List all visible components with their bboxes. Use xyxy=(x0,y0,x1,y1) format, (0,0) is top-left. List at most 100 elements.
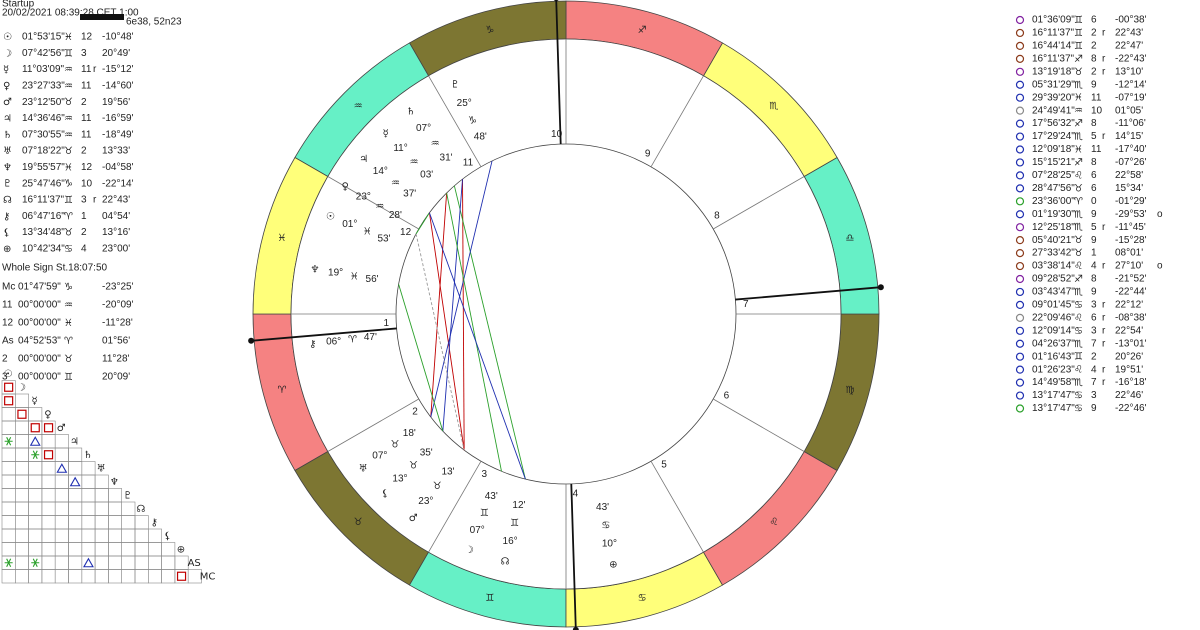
planet-glyph: ☉ xyxy=(3,32,12,43)
chart-datetime: 20/02/2021 08:39:28 CET 1:00 xyxy=(2,8,139,19)
grid-cell xyxy=(41,461,56,476)
planet-position: 07°42'56" xyxy=(22,48,65,59)
planet-position: 13°34'48" xyxy=(22,227,65,238)
wheel-planet-sign: ♋ xyxy=(601,520,610,531)
asteroid-position: 17°29'24" xyxy=(1032,131,1075,142)
asteroid-declination: -22°46' xyxy=(1115,403,1147,414)
zodiac-glyph: ♎ xyxy=(845,233,854,244)
planet-retro: r xyxy=(93,64,97,75)
asteroid-icon xyxy=(1015,28,1025,38)
asteroid-icon xyxy=(1015,171,1025,180)
planet-house: 12 xyxy=(81,162,93,173)
cusp-declination: 01°56' xyxy=(102,336,130,347)
asteroid-position: 05°31'29" xyxy=(1032,79,1075,90)
wheel-planet-degree: 19° xyxy=(328,268,343,279)
asteroid-house: 0 xyxy=(1091,196,1097,207)
asteroid-retro: r xyxy=(1102,131,1106,142)
planet-position: 25°47'46" xyxy=(22,178,65,189)
wheel-planet-degree: 07° xyxy=(372,450,387,461)
grid-cell xyxy=(15,474,29,489)
aspect-sextile xyxy=(4,558,13,567)
cusp-label: Mc xyxy=(2,282,15,293)
grid-cell xyxy=(41,501,56,516)
wheel-planet-sign: ♓ xyxy=(350,271,359,282)
grid-cell xyxy=(68,528,83,543)
grid-cell xyxy=(15,447,29,462)
planet-glyph: ♇ xyxy=(3,179,12,190)
grid-cell xyxy=(1,501,16,516)
asteroid-sign: ♌ xyxy=(1074,170,1083,181)
chart-coords: 6e38, 52n23 xyxy=(126,17,182,28)
wheel-planet-minutes: 35' xyxy=(420,447,433,458)
grid-cell xyxy=(54,474,69,489)
wheel-planet-glyph: ⚷ xyxy=(309,339,316,350)
wheel-planet-glyph: ♄ xyxy=(406,107,415,118)
cusp-sign: ♒ xyxy=(64,300,73,311)
planet-declination: -04°58' xyxy=(102,162,134,173)
asteroid-icon xyxy=(1015,365,1025,374)
asteroid-house: 7 xyxy=(1091,338,1097,349)
grid-label: MC xyxy=(200,572,216,583)
zodiac-glyph: ♑ xyxy=(485,25,494,36)
wheel-planet-minutes: 43' xyxy=(485,491,498,502)
planet-house: 3 xyxy=(81,195,87,206)
grid-cell xyxy=(68,515,83,530)
grid-label: ♅ xyxy=(97,464,106,475)
planet-glyph: ♄ xyxy=(3,130,12,141)
asteroid-sign: ♊ xyxy=(1074,15,1083,26)
asteroid-declination: 27°10' xyxy=(1115,261,1143,272)
grid-cell xyxy=(1,474,16,489)
house-cusp xyxy=(428,75,482,167)
wheel-planet-degree: 10° xyxy=(602,539,617,550)
grid-cell xyxy=(108,569,123,584)
cusp-declination: -11°28' xyxy=(102,318,133,329)
planet-house: 2 xyxy=(81,97,87,108)
grid-cell xyxy=(94,474,109,489)
planet-glyph: ☊ xyxy=(3,195,12,206)
asteroid-sign: ♐ xyxy=(1074,54,1083,65)
grid-label: ☉ xyxy=(4,369,13,380)
grid-label: ☿ xyxy=(32,396,38,407)
planet-sign: ♑ xyxy=(64,179,73,190)
asteroid-mark: o xyxy=(1157,261,1163,272)
asteroid-declination: -21°52' xyxy=(1115,274,1147,285)
cusp-label: 12 xyxy=(2,318,14,329)
asteroid-sign: ♋ xyxy=(1074,391,1083,402)
asteroid-position: 16°11'37" xyxy=(1032,53,1075,64)
asteroid-declination: 08°01' xyxy=(1115,248,1143,259)
house-number: 2 xyxy=(412,407,418,418)
planet-declination: 22°43' xyxy=(102,195,130,206)
asteroid-house: 3 xyxy=(1091,325,1097,336)
planet-house: 1 xyxy=(81,211,87,222)
asteroid-house: 2 xyxy=(1091,41,1097,52)
grid-cell xyxy=(41,447,56,462)
wheel-planet-glyph: ⊕ xyxy=(609,560,617,571)
asteroid-sign: ♉ xyxy=(1074,67,1083,78)
asteroid-position: 01°26'23" xyxy=(1032,364,1075,375)
asteroid-declination: 13°10' xyxy=(1115,66,1143,77)
grid-label: ☊ xyxy=(137,504,146,515)
grid-cell xyxy=(28,515,43,530)
house-number: 8 xyxy=(714,211,720,222)
asteroid-retro: r xyxy=(1102,325,1106,336)
asteroid-position: 13°17'47" xyxy=(1032,390,1075,401)
grid-cell xyxy=(41,528,56,543)
asteroid-position: 05°40'21" xyxy=(1032,235,1075,246)
zodiac-glyph: ♐ xyxy=(638,25,647,36)
wheel-planet-degree: 23° xyxy=(356,192,371,203)
grid-label: AS xyxy=(188,558,201,569)
wheel-planet-minutes: 37' xyxy=(403,189,416,200)
zodiac-glyph: ♋ xyxy=(638,593,647,604)
planet-house: 11 xyxy=(81,129,92,140)
asteroid-sign: ♏ xyxy=(1074,222,1083,233)
grid-cell xyxy=(15,434,29,449)
asteroid-sign: ♋ xyxy=(1074,300,1083,311)
house-number: 7 xyxy=(743,299,749,310)
asteroid-house: 5 xyxy=(1091,131,1097,142)
planet-declination: -16°59' xyxy=(102,113,134,124)
planet-sign: ♉ xyxy=(64,228,73,239)
asteroid-icon xyxy=(1015,274,1025,284)
house-cusp xyxy=(713,398,805,452)
grid-cell xyxy=(1,515,16,530)
aspect-sextile xyxy=(31,558,40,567)
